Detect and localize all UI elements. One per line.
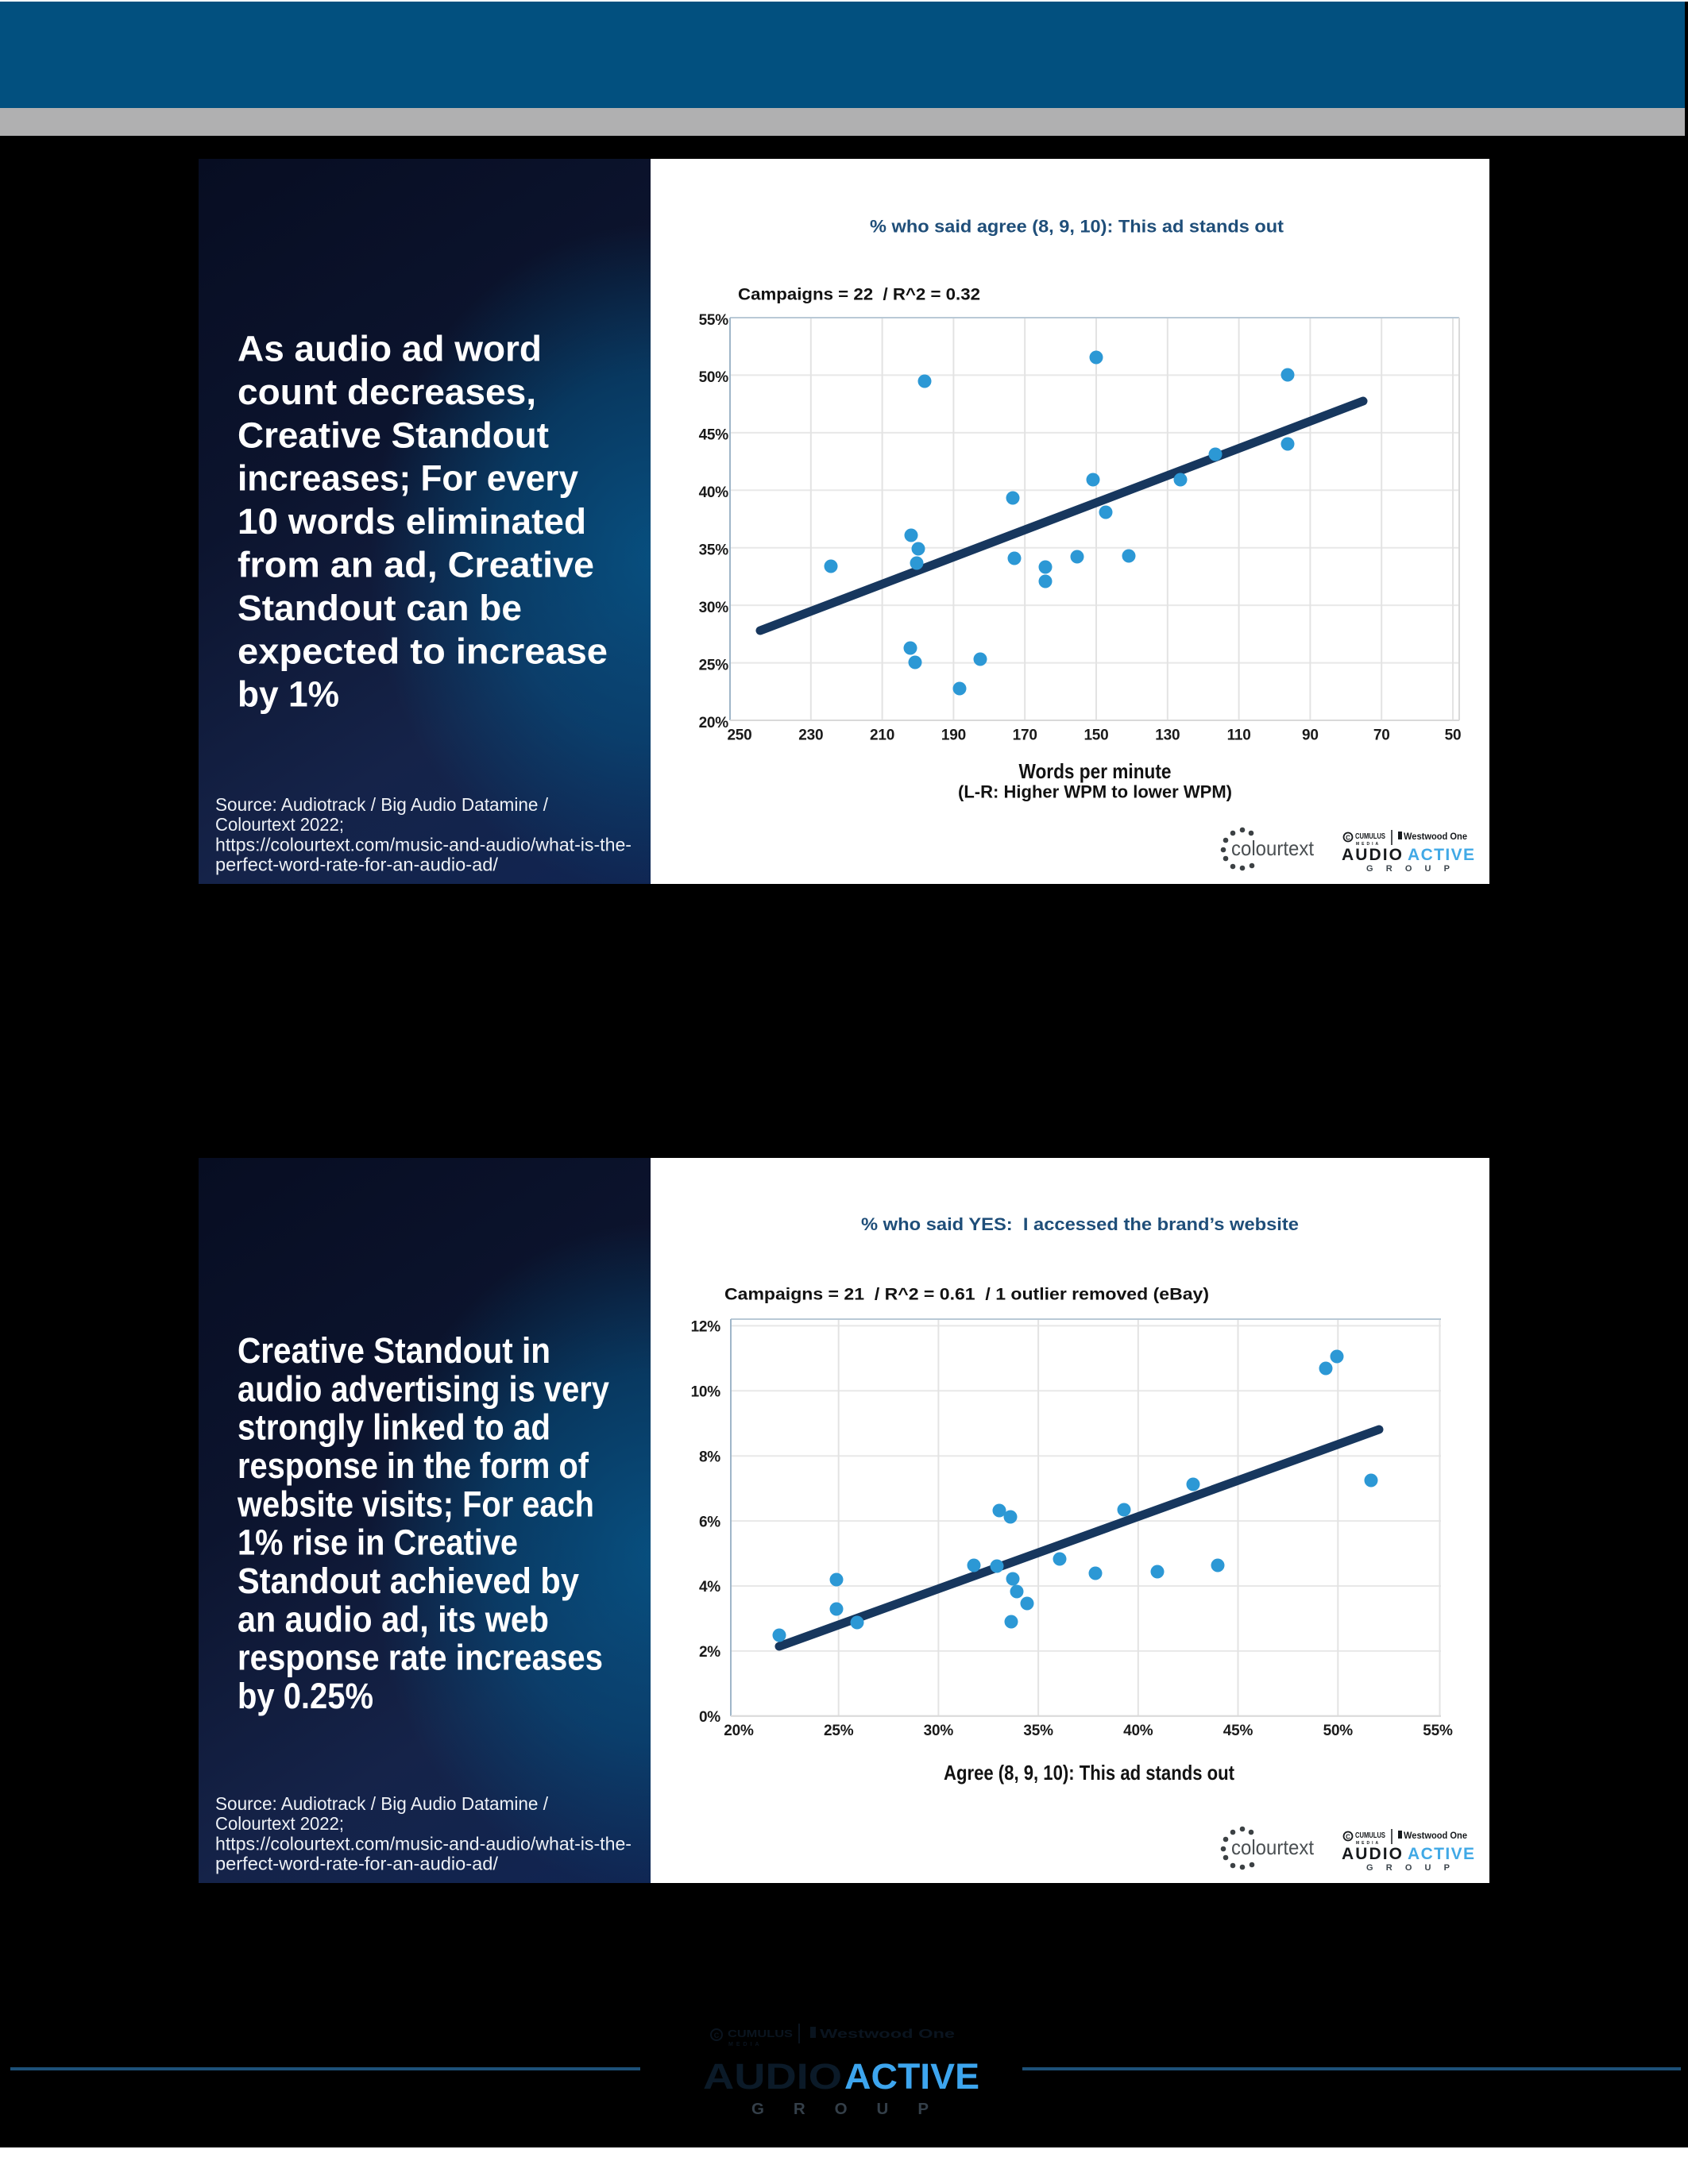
svg-text:G R O U P: G R O U P [1366, 1863, 1450, 1873]
svg-text:strongly linked to ad: strongly linked to ad [238, 1407, 550, 1448]
svg-text:from an ad, Creative: from an ad, Creative [238, 545, 594, 585]
svg-text:25%: 25% [824, 1723, 854, 1739]
svg-text:30%: 30% [699, 600, 729, 616]
svg-text:35%: 35% [699, 542, 729, 559]
svg-text:ACTIVE: ACTIVE [1408, 846, 1474, 864]
svg-text:250: 250 [727, 727, 751, 744]
svg-text:As audio ad word: As audio ad word [238, 329, 542, 369]
svg-text:2%: 2% [699, 1644, 720, 1661]
svg-text:(L-R: Higher WPM to lower WPM): (L-R: Higher WPM to lower WPM) [958, 782, 1232, 802]
svg-text:C: C [1346, 1834, 1350, 1841]
svg-text:Source: Audiotrack / Big Audio: Source: Audiotrack / Big Audio Datamine … [215, 1793, 549, 1814]
svg-text:perfect-word-rate-for-an-audio: perfect-word-rate-for-an-audio-ad/ [215, 855, 499, 875]
svg-text:210: 210 [870, 727, 894, 744]
svg-text:230: 230 [798, 727, 823, 744]
svg-text:AUDIO: AUDIO [1342, 846, 1402, 864]
svg-text:Colourtext 2022;: Colourtext 2022; [215, 814, 344, 835]
svg-text:4%: 4% [699, 1579, 720, 1596]
svg-text:0%: 0% [699, 1709, 720, 1726]
svg-text:by 0.25%: by 0.25% [238, 1676, 373, 1716]
svg-text:70: 70 [1373, 727, 1390, 744]
svg-text:ACTIVE: ACTIVE [1408, 1845, 1474, 1863]
svg-text:Source: Audiotrack / Big Audio: Source: Audiotrack / Big Audio Datamine … [215, 794, 549, 815]
svg-text:50%: 50% [1323, 1723, 1354, 1739]
svg-text:audio advertising is very: audio advertising is very [238, 1368, 609, 1409]
svg-text:40%: 40% [1123, 1723, 1153, 1739]
svg-text:Creative Standout: Creative Standout [238, 415, 549, 455]
svg-text:increases; For every: increases; For every [238, 458, 578, 499]
svg-text:website visits; For each: website visits; For each [237, 1484, 594, 1524]
svg-text:MEDIA: MEDIA [728, 2042, 763, 2047]
svg-text:30%: 30% [924, 1723, 954, 1739]
svg-text:Campaigns = 22 / R^2 = 0.32: Campaigns = 22 / R^2 = 0.32 [738, 286, 980, 304]
svg-text:CUMULUS: CUMULUS [1355, 1831, 1385, 1840]
svg-text:20%: 20% [699, 715, 729, 731]
svg-text:Westwood One: Westwood One [820, 2028, 955, 2041]
svg-text:C: C [714, 2032, 720, 2039]
svg-text:G R O U P: G R O U P [751, 2100, 929, 2118]
svg-text:Words per minute: Words per minute [1019, 759, 1172, 783]
svg-text:150: 150 [1083, 727, 1108, 744]
svg-text:G R O U P: G R O U P [1366, 864, 1450, 874]
svg-text:40%: 40% [699, 484, 729, 501]
svg-text:https://colourtext.com/music-a: https://colourtext.com/music-and-audio/w… [215, 834, 632, 855]
svg-text:12%: 12% [691, 1319, 721, 1336]
svg-text:55%: 55% [699, 312, 729, 329]
svg-text:50%: 50% [699, 369, 729, 386]
svg-text:45%: 45% [1223, 1723, 1253, 1739]
svg-text:C: C [1346, 835, 1350, 842]
svg-text:25%: 25% [699, 657, 729, 673]
svg-text:https://colourtext.com/music-a: https://colourtext.com/music-and-audio/w… [215, 1833, 632, 1854]
svg-text:response rate increases: response rate increases [238, 1638, 603, 1678]
svg-text:AUDIO: AUDIO [1342, 1845, 1402, 1863]
svg-text:90: 90 [1302, 727, 1319, 744]
svg-text:Standout can be: Standout can be [238, 588, 522, 628]
svg-text:response in the form of: response in the form of [238, 1445, 589, 1486]
svg-text:% who said agree (8, 9, 10): T: % who said agree (8, 9, 10): This ad sta… [870, 217, 1284, 237]
svg-text:ACTIVE: ACTIVE [844, 2056, 979, 2097]
svg-text:Creative Standout in: Creative Standout in [238, 1330, 550, 1371]
svg-text:110: 110 [1227, 727, 1251, 744]
svg-text:190: 190 [941, 727, 966, 744]
svg-text:MEDIA: MEDIA [1356, 1841, 1381, 1846]
svg-text:50: 50 [1445, 727, 1462, 744]
svg-text:130: 130 [1155, 727, 1180, 744]
svg-text:10 words eliminated: 10 words eliminated [238, 501, 586, 542]
svg-text:45%: 45% [699, 427, 729, 444]
svg-text:Standout achieved by: Standout achieved by [238, 1561, 579, 1601]
svg-text:Campaigns = 21 / R^2 = 0.61: Campaigns = 21 / R^2 = 0.61 / 1 outlier … [724, 1285, 1209, 1303]
svg-text:by 1%: by 1% [238, 674, 339, 715]
svg-text:20%: 20% [724, 1723, 754, 1739]
svg-text:count decreases,: count decreases, [238, 372, 536, 412]
svg-text:CUMULUS: CUMULUS [1355, 832, 1385, 841]
svg-text:AUDIO: AUDIO [703, 2056, 842, 2097]
svg-text:8%: 8% [699, 1449, 720, 1465]
svg-text:colourtext: colourtext [1231, 836, 1315, 860]
svg-text:MEDIA: MEDIA [1356, 842, 1381, 847]
svg-text:10%: 10% [691, 1384, 721, 1401]
svg-text:Westwood One: Westwood One [1404, 831, 1467, 842]
svg-text:Westwood One: Westwood One [1404, 1830, 1467, 1841]
svg-text:170: 170 [1013, 727, 1037, 744]
svg-text:55%: 55% [1423, 1723, 1453, 1739]
svg-text:an audio ad, its web: an audio ad, its web [238, 1599, 549, 1639]
svg-text:35%: 35% [1023, 1723, 1053, 1739]
svg-text:% who said YES: I accessed th: % who said YES: I accessed the brand’s w… [861, 1214, 1299, 1234]
svg-text:6%: 6% [699, 1514, 720, 1530]
svg-text:Agree (8, 9, 10): This ad stan: Agree (8, 9, 10): This ad stands out [944, 1761, 1234, 1785]
svg-text:expected to increase: expected to increase [238, 631, 608, 671]
svg-text:1% rise in Creative: 1% rise in Creative [238, 1522, 518, 1563]
svg-text:CUMULUS: CUMULUS [728, 2028, 793, 2039]
svg-text:colourtext: colourtext [1231, 1835, 1315, 1859]
svg-text:perfect-word-rate-for-an-audio: perfect-word-rate-for-an-audio-ad/ [215, 1854, 499, 1874]
svg-text:Colourtext 2022;: Colourtext 2022; [215, 1813, 344, 1834]
